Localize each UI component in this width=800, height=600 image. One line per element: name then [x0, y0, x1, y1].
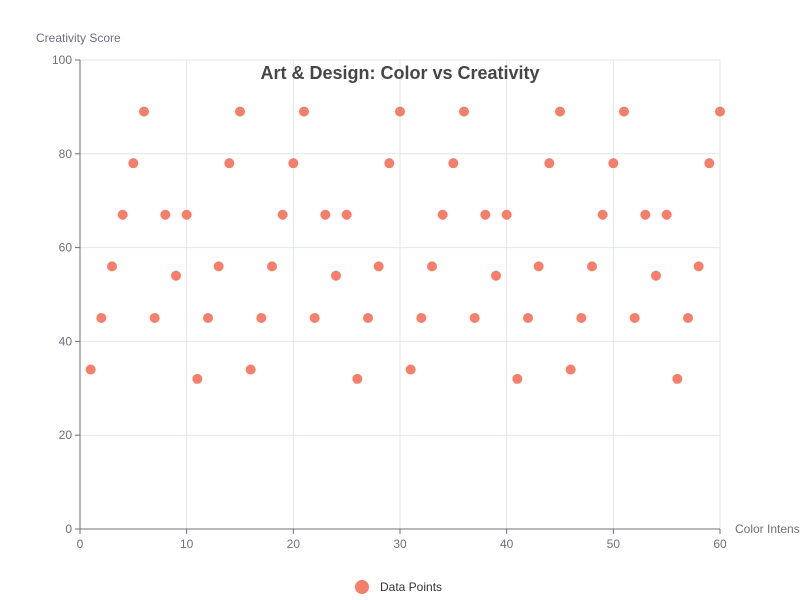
legend-marker[interactable] [355, 580, 369, 594]
y-tick-label: 40 [59, 334, 73, 348]
data-point[interactable] [587, 261, 597, 272]
data-point[interactable] [341, 209, 352, 220]
data-point[interactable] [416, 312, 427, 323]
data-point[interactable] [139, 106, 149, 117]
x-tick-label: 50 [607, 537, 621, 551]
data-point[interactable] [267, 261, 277, 272]
y-tick-label: 80 [59, 147, 73, 161]
data-point[interactable] [117, 209, 128, 220]
data-point[interactable] [171, 270, 181, 281]
data-point[interactable] [395, 106, 405, 117]
y-tick-label: 20 [59, 428, 73, 442]
y-tick-label: 0 [65, 522, 72, 536]
x-tick-label: 20 [287, 537, 301, 551]
data-point[interactable] [544, 158, 555, 169]
data-point[interactable] [640, 209, 651, 220]
y-axis-label: Creativity Score [36, 31, 121, 45]
data-point[interactable] [181, 209, 192, 220]
data-point[interactable] [331, 270, 341, 281]
x-axis-label: Color Intensity [735, 522, 800, 536]
data-point[interactable] [352, 373, 363, 384]
data-point[interactable] [256, 312, 267, 323]
data-point[interactable] [448, 158, 459, 169]
data-points [85, 106, 725, 384]
data-point[interactable] [427, 261, 437, 272]
data-point[interactable] [213, 261, 224, 272]
y-tick-label: 100 [52, 53, 72, 67]
data-point[interactable] [203, 312, 213, 323]
data-point[interactable] [373, 261, 384, 272]
data-point[interactable] [501, 209, 512, 220]
data-point[interactable] [565, 364, 576, 375]
legend-label[interactable]: Data Points [380, 580, 442, 594]
y-tick-labels: 0 20 40 60 80 100 [52, 53, 72, 536]
y-tick-label: 60 [59, 241, 73, 255]
data-point[interactable] [437, 209, 448, 220]
data-point[interactable] [277, 209, 288, 220]
data-point[interactable] [107, 261, 117, 272]
chart-title: Art & Design: Color vs Creativity [260, 63, 539, 83]
data-point[interactable] [309, 312, 320, 323]
data-point[interactable] [288, 158, 299, 169]
data-point[interactable] [629, 312, 640, 323]
x-tick-label: 60 [713, 537, 727, 551]
data-point[interactable] [480, 209, 491, 220]
data-point[interactable] [523, 312, 533, 323]
x-tick-labels: 0 10 20 30 40 50 60 [77, 537, 727, 551]
data-point[interactable] [608, 158, 619, 169]
data-point[interactable] [299, 106, 309, 117]
x-tick-label: 10 [180, 537, 194, 551]
data-point[interactable] [149, 312, 160, 323]
data-point[interactable] [320, 209, 331, 220]
data-point[interactable] [704, 158, 715, 169]
data-point[interactable] [715, 106, 725, 117]
data-point[interactable] [235, 106, 245, 117]
data-point[interactable] [363, 312, 373, 323]
data-point[interactable] [512, 373, 523, 384]
legend[interactable]: Data Points [355, 580, 442, 594]
data-point[interactable] [469, 312, 480, 323]
data-point[interactable] [160, 209, 171, 220]
data-point[interactable] [405, 364, 416, 375]
data-point[interactable] [459, 106, 469, 117]
data-point[interactable] [597, 209, 608, 220]
data-point[interactable] [384, 158, 395, 169]
grid-lines [80, 59, 721, 529]
data-point[interactable] [651, 270, 661, 281]
data-point[interactable] [128, 158, 139, 169]
x-tick-label: 0 [77, 537, 84, 551]
data-point[interactable] [555, 106, 565, 117]
data-point[interactable] [224, 158, 235, 169]
data-point[interactable] [576, 312, 587, 323]
data-point[interactable] [661, 209, 672, 220]
data-point[interactable] [672, 373, 683, 384]
data-point[interactable] [85, 364, 96, 375]
data-point[interactable] [245, 364, 256, 375]
data-point[interactable] [491, 270, 501, 281]
data-point[interactable] [619, 106, 629, 117]
data-point[interactable] [683, 312, 693, 323]
x-tick-label: 40 [500, 537, 514, 551]
data-point[interactable] [96, 312, 107, 323]
axes [75, 59, 721, 534]
data-point[interactable] [693, 261, 704, 272]
data-point[interactable] [533, 261, 544, 272]
x-tick-label: 30 [393, 537, 407, 551]
data-point[interactable] [192, 373, 203, 384]
